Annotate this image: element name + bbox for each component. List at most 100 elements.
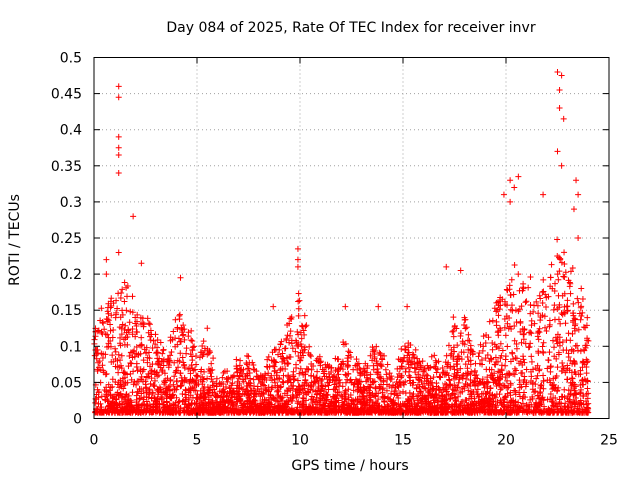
data-point (565, 387, 572, 394)
data-point (117, 390, 124, 397)
data-point (510, 370, 517, 377)
data-point (252, 390, 259, 397)
data-point (109, 394, 116, 401)
data-point (186, 379, 193, 386)
data-point (454, 384, 461, 391)
data-point (261, 396, 268, 403)
data-point (94, 368, 101, 375)
data-point (460, 383, 467, 390)
data-point (383, 387, 390, 394)
data-point (191, 343, 198, 350)
data-point (151, 377, 158, 384)
data-point (507, 358, 514, 365)
data-point (294, 256, 301, 263)
data-point (299, 323, 306, 330)
data-point (318, 382, 325, 389)
data-point (265, 370, 272, 377)
data-point (450, 344, 457, 351)
data-point (149, 361, 156, 368)
data-point (392, 383, 399, 390)
data-point (250, 361, 257, 368)
data-point (145, 320, 152, 327)
data-point (99, 330, 106, 337)
data-point (208, 373, 215, 380)
data-point (376, 349, 383, 356)
data-point (510, 397, 517, 404)
data-point (115, 83, 122, 90)
data-point (516, 306, 523, 313)
data-point (147, 337, 154, 344)
data-point (543, 407, 550, 414)
data-point (366, 392, 373, 399)
data-point (103, 370, 110, 377)
data-point (319, 376, 326, 383)
data-point (464, 337, 471, 344)
data-point (193, 400, 200, 407)
data-point (378, 363, 385, 370)
data-point (272, 404, 279, 411)
x-tick-label: 25 (600, 433, 618, 449)
data-point (298, 343, 305, 350)
data-point (532, 388, 539, 395)
data-point (541, 403, 548, 410)
data-point (199, 342, 206, 349)
data-point (235, 390, 242, 397)
data-point (531, 389, 538, 396)
data-point (492, 354, 499, 361)
x-tick-label: 15 (394, 433, 412, 449)
data-point (199, 389, 206, 396)
data-point (207, 349, 214, 356)
data-point (178, 325, 185, 332)
data-point (372, 385, 379, 392)
data-point (111, 405, 118, 412)
data-point (93, 347, 100, 354)
data-point (112, 345, 119, 352)
data-point (115, 144, 122, 151)
data-point (153, 398, 160, 405)
data-point (563, 337, 570, 344)
data-point (151, 371, 158, 378)
data-point (416, 388, 423, 395)
data-point (265, 388, 272, 395)
data-point (185, 386, 192, 393)
data-point (409, 379, 416, 386)
data-point (369, 344, 376, 351)
data-point (133, 328, 140, 335)
data-point (174, 357, 181, 364)
data-point (179, 332, 186, 339)
data-point (547, 391, 554, 398)
data-point (388, 384, 395, 391)
data-point (295, 298, 302, 305)
data-point (416, 358, 423, 365)
data-point (575, 299, 582, 306)
data-point (570, 348, 577, 355)
data-point (305, 389, 312, 396)
data-point (399, 400, 406, 407)
data-point (571, 315, 578, 322)
data-point (550, 394, 557, 401)
data-point (284, 332, 291, 339)
data-point (466, 337, 473, 344)
data-point (461, 341, 468, 348)
data-point (274, 388, 281, 395)
data-point (472, 360, 479, 367)
data-point (484, 351, 491, 358)
data-point (317, 404, 324, 411)
data-point (143, 373, 150, 380)
data-point (537, 317, 544, 324)
data-point (216, 401, 223, 408)
data-point (572, 368, 579, 375)
data-point (451, 382, 458, 389)
data-point (298, 322, 305, 329)
data-point (560, 347, 567, 354)
data-point (523, 366, 530, 373)
data-point (561, 386, 568, 393)
data-point (244, 397, 251, 404)
data-point (137, 350, 144, 357)
data-point (380, 394, 387, 401)
data-point (319, 383, 326, 390)
data-point (99, 355, 106, 362)
data-point (423, 399, 430, 406)
data-point (230, 373, 237, 380)
data-point (295, 305, 302, 312)
